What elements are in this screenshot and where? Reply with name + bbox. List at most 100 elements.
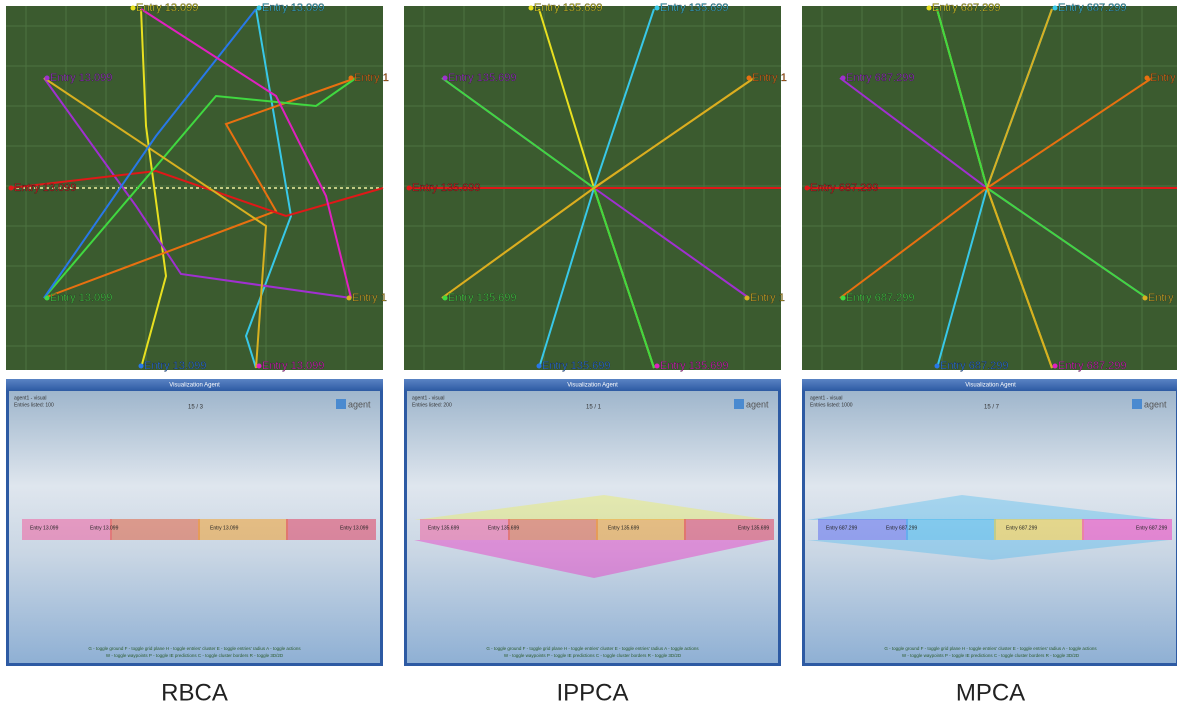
band-label: Entry 135.699 <box>488 525 519 531</box>
band-segment <box>906 519 996 540</box>
anchor-dot <box>934 363 940 369</box>
star-label: Entry 687.299 <box>1058 2 1127 14</box>
star-label: Entry 135.699 <box>534 2 603 14</box>
anchor-dot <box>744 295 750 301</box>
star-label: Entry 13.099 <box>262 360 324 372</box>
logo-icon <box>336 399 346 409</box>
help-text: G - toggle ground F - toggle grid plane … <box>884 646 1097 651</box>
anchor-dot <box>1052 363 1058 369</box>
caption: MPCA <box>956 679 1025 706</box>
star-label: Entry 687.299 <box>1058 360 1127 372</box>
band-label: Entry 13.099 <box>30 525 59 531</box>
anchor-dot <box>348 75 354 81</box>
projection <box>414 540 771 578</box>
band-segment <box>596 519 686 540</box>
star-line <box>43 77 352 299</box>
anchor-dot <box>840 295 846 301</box>
star-label: Entry 13.099 <box>14 182 76 194</box>
counter: 15 / 1 <box>586 405 602 411</box>
counter: 15 / 7 <box>984 405 1000 411</box>
help-text: G - toggle ground F - toggle grid plane … <box>88 646 301 651</box>
band-segment <box>22 519 112 540</box>
band-label: Entry 687.299 <box>826 525 857 531</box>
band-segment <box>110 519 200 540</box>
anchor-dot <box>1142 295 1148 301</box>
logo: agent <box>1144 399 1167 409</box>
projection <box>807 540 1169 560</box>
band-segment <box>420 519 510 540</box>
star-line <box>43 8 257 299</box>
band-label: Entry 13.099 <box>340 525 369 531</box>
star-line <box>441 77 755 299</box>
panel: Entry 687.299 Entry 687.299 Entry 687.299 E… <box>802 2 1177 706</box>
star-label: Entry 687.299 <box>846 72 915 84</box>
band-segment <box>286 519 376 540</box>
band-segment <box>1082 519 1172 540</box>
anchor-dot <box>406 185 412 191</box>
anchor-dot <box>1052 5 1058 11</box>
caption: RBCA <box>161 679 228 706</box>
star-label: Entry 687.299 <box>940 360 1009 372</box>
anchor-dot <box>256 5 262 11</box>
anchor-dot <box>926 5 932 11</box>
star-label: Entry 135.699 <box>542 360 611 372</box>
anchor-dot <box>746 75 752 81</box>
help-text: W - toggle waypoints P - toggle IE predi… <box>504 653 682 658</box>
anchor-dot <box>840 75 846 81</box>
star-label: Entry 687.299 <box>846 292 915 304</box>
star-label: Entry 13.099 <box>50 72 112 84</box>
title-bar <box>802 379 1177 391</box>
star-line <box>985 8 1053 369</box>
star-line <box>43 77 357 299</box>
anchor-dot <box>256 363 262 369</box>
anchor-dot <box>138 363 144 369</box>
info-text: Entries listed: 100 <box>14 402 54 408</box>
star-label: Entry 135.699 <box>412 182 481 194</box>
band-segment <box>994 519 1084 540</box>
star-label: Entry 687.299 <box>810 182 879 194</box>
band-segment <box>508 519 598 540</box>
window-title: Visualization Agent <box>567 383 618 389</box>
logo-icon <box>734 399 744 409</box>
projection <box>414 495 771 520</box>
star-label: Entry 135.699 <box>660 360 729 372</box>
anchor-dot <box>346 295 352 301</box>
star-label: Entry 6 <box>1148 292 1177 304</box>
anchor-dot <box>654 363 660 369</box>
title-bar <box>6 379 383 391</box>
info-text: agent1 - visual <box>14 395 47 401</box>
anchor-dot <box>44 295 50 301</box>
info-text: Entries listed: 200 <box>412 402 452 408</box>
star-line <box>140 8 168 369</box>
anchor-dot <box>8 185 14 191</box>
star-plot-bg <box>6 6 383 370</box>
logo: agent <box>348 399 371 409</box>
logo: agent <box>746 399 769 409</box>
anchor-dot <box>654 5 660 11</box>
title-bar <box>404 379 781 391</box>
window-title: Visualization Agent <box>169 383 220 389</box>
anchor-dot <box>1144 75 1150 81</box>
help-text: W - toggle waypoints P - toggle IE predi… <box>902 653 1080 658</box>
anchor-dot <box>130 5 136 11</box>
anchor-dot <box>536 363 542 369</box>
star-label: Entry 687.299 <box>932 2 1001 14</box>
star-line <box>9 169 384 218</box>
anchor-dot <box>442 75 448 81</box>
info-text: Entries listed: 1000 <box>810 402 853 408</box>
band-label: Entry 135.699 <box>428 525 459 531</box>
band-label: Entry 687.299 <box>1006 525 1037 531</box>
window-title: Visualization Agent <box>965 383 1016 389</box>
band-segment <box>684 519 774 540</box>
star-line <box>140 8 352 299</box>
star-line <box>43 77 268 369</box>
band-segment <box>198 519 288 540</box>
logo-icon <box>1132 399 1142 409</box>
band-label: Entry 135.699 <box>738 525 769 531</box>
band-label: Entry 13.099 <box>210 525 239 531</box>
band-label: Entry 687.299 <box>886 525 917 531</box>
anchor-dot <box>528 5 534 11</box>
star-line <box>43 77 357 299</box>
info-text: agent1 - visual <box>412 395 445 401</box>
